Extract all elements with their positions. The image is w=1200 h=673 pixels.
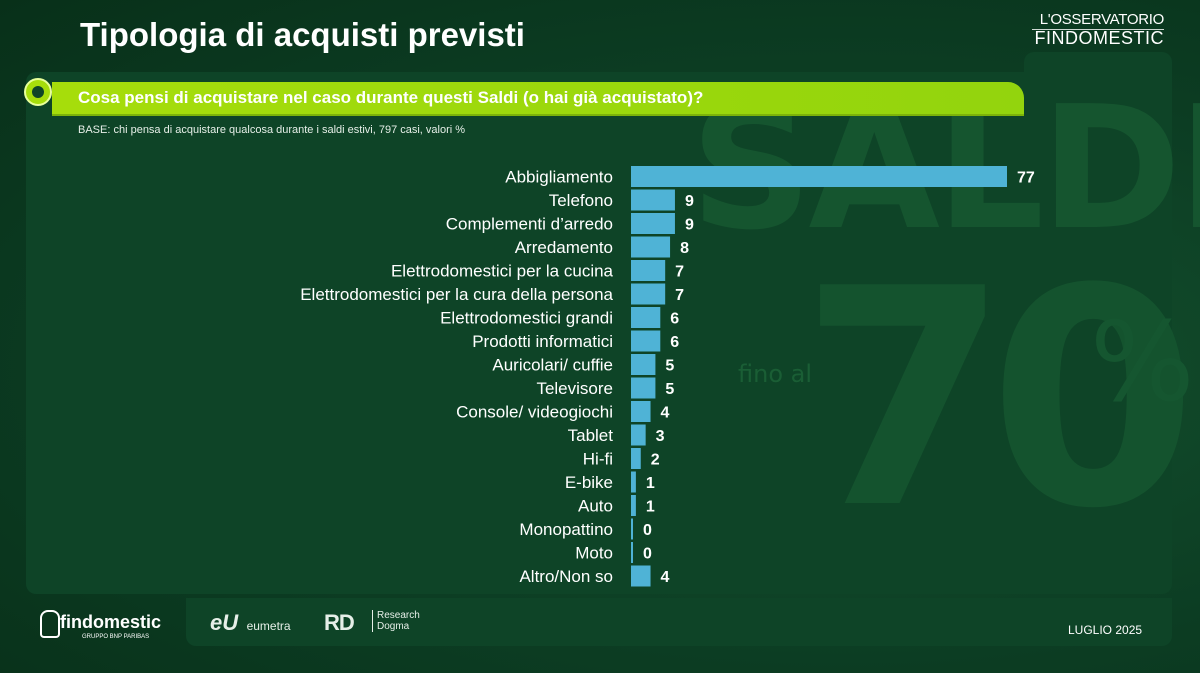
value-label-3: 8	[680, 240, 689, 257]
eumetra-wordmark: eumetra	[246, 619, 291, 633]
value-label-11: 3	[656, 428, 665, 445]
watermark-fino-al: fino al	[738, 360, 813, 388]
bar-4	[631, 260, 666, 281]
bar-9	[631, 377, 656, 399]
category-label-14: Auto	[578, 497, 613, 516]
category-label-17: Altro/Non so	[519, 567, 613, 586]
category-label-6: Elettrodomestici grandi	[440, 309, 613, 328]
category-label-8: Auricolari/ cuffie	[492, 356, 613, 375]
eumetra-mark: eU	[210, 610, 239, 635]
footer-panel	[186, 598, 1172, 646]
category-label-13: E-bike	[565, 473, 613, 492]
bar-6	[631, 307, 661, 328]
value-label-10: 4	[661, 405, 670, 422]
bar-1	[631, 189, 675, 211]
logo-line-2: FINDOMESTIC	[1034, 28, 1164, 48]
bar-0	[631, 166, 1007, 187]
category-label-1: Telefono	[549, 191, 613, 210]
category-label-0: Abbigliamento	[505, 168, 613, 187]
category-label-5: Elettrodomestici per la cura della perso…	[300, 285, 613, 304]
watermark-number: 70	[800, 225, 1198, 574]
page-title: Tipologia di acquisti previsti	[80, 16, 525, 53]
osservatorio-logo: L'OSSERVATORIO FINDOMESTIC	[1032, 12, 1164, 48]
base-note: BASE: chi pensa di acquistare qualcosa d…	[78, 124, 466, 136]
bar-15	[631, 518, 633, 540]
findomestic-logo: findomestic GRUPPO BNP PARIBAS	[30, 604, 186, 644]
value-label-6: 6	[670, 311, 679, 328]
logo-separator	[1032, 29, 1164, 30]
bar-7	[631, 330, 661, 352]
value-label-12: 2	[651, 452, 660, 469]
bar-11	[631, 424, 646, 446]
bar-12	[631, 448, 641, 469]
bar-2	[631, 213, 675, 234]
bar-3	[631, 236, 671, 258]
bar-5	[631, 283, 666, 305]
bar-16	[631, 542, 633, 563]
rd-line-2: Dogma	[377, 621, 410, 632]
rd-mark: RD	[324, 610, 355, 635]
category-label-11: Tablet	[568, 426, 614, 445]
bar-8	[631, 354, 656, 375]
report-date: LUGLIO 2025	[1068, 623, 1143, 637]
value-label-9: 5	[665, 381, 674, 398]
eumetra-logo: eU eumetra	[210, 610, 291, 636]
bar-13	[631, 471, 636, 493]
category-label-3: Arredamento	[515, 238, 613, 257]
watermark-percent: %	[1090, 298, 1195, 426]
category-label-7: Prodotti informatici	[472, 332, 613, 351]
findomestic-person-icon	[40, 610, 60, 638]
rd-line-1: Research	[377, 610, 420, 621]
bar-14	[631, 495, 636, 516]
findomestic-wordmark: findomestic	[60, 612, 162, 632]
value-label-17: 4	[661, 569, 670, 586]
question-text: Cosa pensi di acquistare nel caso durant…	[78, 88, 704, 107]
category-label-12: Hi-fi	[583, 450, 613, 469]
value-label-8: 5	[665, 358, 674, 375]
value-label-5: 7	[675, 287, 684, 304]
category-label-15: Monopattino	[519, 520, 613, 539]
value-label-2: 9	[685, 217, 694, 234]
question-banner: Cosa pensi di acquistare nel caso durant…	[52, 82, 1024, 116]
category-label-4: Elettrodomestici per la cucina	[391, 262, 614, 281]
value-label-4: 7	[675, 264, 684, 281]
logo-line-1: L'OSSERVATORIO	[1039, 11, 1165, 28]
eye-icon-pupil	[32, 86, 44, 98]
rd-wordmark: Research Dogma	[372, 610, 420, 632]
value-label-14: 1	[646, 499, 655, 516]
research-dogma-logo: RD Research Dogma	[324, 610, 420, 636]
category-label-10: Console/ videogiochi	[456, 403, 613, 422]
content-panel	[26, 72, 1172, 594]
value-label-7: 6	[670, 334, 679, 351]
category-label-9: Televisore	[536, 379, 613, 398]
value-label-16: 0	[643, 546, 652, 563]
value-label-0: 77	[1017, 170, 1035, 187]
content-panel-top	[1024, 52, 1172, 172]
value-label-15: 0	[643, 522, 652, 539]
findomestic-subtitle: GRUPPO BNP PARIBAS	[82, 634, 150, 640]
category-label-16: Moto	[575, 544, 613, 563]
bar-17	[631, 565, 651, 587]
category-label-2: Complementi d’arredo	[446, 215, 613, 234]
value-label-1: 9	[685, 193, 694, 210]
value-label-13: 1	[646, 475, 655, 492]
eye-icon	[24, 78, 52, 106]
bar-10	[631, 401, 651, 422]
